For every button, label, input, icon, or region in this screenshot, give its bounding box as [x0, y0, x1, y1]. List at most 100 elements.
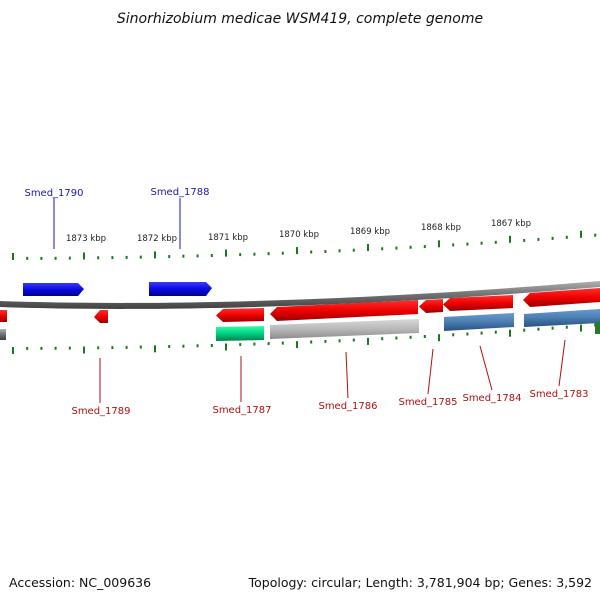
major-tick [509, 235, 511, 243]
minor-tick [523, 328, 526, 332]
minor-tick [381, 247, 384, 251]
kbp-label: 1867 kbp [491, 219, 531, 229]
major-tick [83, 346, 85, 354]
minor-tick [423, 335, 426, 338]
gene-label-smed-1784[interactable]: Smed_1784 [462, 393, 521, 404]
minor-tick [239, 253, 242, 257]
major-tick [580, 230, 582, 238]
minor-tick [26, 346, 29, 350]
topology-summary: Topology: circular; Length: 3,781,904 bp… [248, 575, 592, 590]
gene-feature-partial[interactable] [0, 310, 7, 322]
gene-label-smed-1786[interactable]: Smed_1786 [318, 401, 377, 412]
major-tick [225, 343, 227, 351]
minor-tick [68, 256, 71, 260]
minor-tick [111, 256, 114, 260]
minor-tick [310, 340, 313, 344]
scale-ticks-top [12, 230, 597, 260]
minor-tick [466, 332, 469, 336]
minor-tick [54, 346, 57, 350]
minor-tick [395, 246, 398, 250]
minor-tick [338, 249, 341, 253]
minor-tick [267, 342, 270, 346]
gene-label-smed-1788[interactable]: Smed_1788 [150, 187, 209, 198]
partial-feature [595, 322, 600, 334]
major-tick [296, 247, 298, 255]
minor-tick [338, 339, 341, 343]
minor-tick [537, 237, 540, 241]
accession-text: Accession: NC_009636 [9, 575, 151, 590]
gene-label-smed-1785[interactable]: Smed_1785 [398, 397, 457, 408]
gene-feature-smed-1786[interactable] [270, 300, 419, 339]
minor-tick [381, 337, 384, 341]
kbp-label: 1869 kbp [350, 227, 390, 237]
minor-tick [480, 331, 483, 335]
gene-feature-smed-1784[interactable] [443, 295, 514, 331]
minor-tick [494, 240, 497, 244]
gene-feature-smed-1785[interactable] [419, 299, 443, 313]
minor-tick [494, 330, 497, 334]
minor-tick [40, 346, 43, 350]
gene-feature-smed-1787[interactable] [216, 308, 264, 341]
major-tick [367, 337, 369, 345]
gene-feature-smed-1789[interactable] [94, 310, 108, 323]
gene-label-smed-1787[interactable]: Smed_1787 [212, 405, 271, 416]
minor-tick [537, 327, 540, 331]
minor-tick [97, 346, 100, 350]
gene-feature-smed-1790[interactable] [23, 283, 84, 296]
minor-tick [281, 251, 284, 255]
major-tick [12, 253, 14, 260]
minor-tick [125, 255, 128, 259]
minor-tick [253, 342, 256, 346]
minor-tick [324, 339, 327, 343]
gene-leader-line [558, 339, 566, 387]
gene-label-smed-1789[interactable]: Smed_1789 [71, 406, 130, 417]
minor-tick [196, 254, 199, 258]
kbp-label: 1868 kbp [421, 223, 461, 233]
major-tick [83, 252, 85, 260]
major-tick [509, 329, 511, 337]
gene-label-smed-1783[interactable]: Smed_1783 [529, 389, 588, 400]
minor-tick [423, 245, 426, 249]
minor-tick [139, 255, 142, 259]
minor-tick [452, 333, 455, 337]
minor-tick [26, 256, 29, 260]
minor-tick [182, 254, 185, 258]
minor-tick [480, 241, 483, 245]
major-tick [154, 345, 156, 353]
kbp-label: 1871 kbp [208, 233, 248, 243]
minor-tick [111, 346, 114, 350]
minor-tick [551, 326, 554, 330]
major-tick [580, 324, 582, 332]
minor-tick [267, 252, 270, 256]
minor-tick [168, 345, 171, 348]
minor-tick [210, 254, 213, 257]
kbp-label: 1872 kbp [137, 234, 177, 244]
minor-tick [324, 250, 327, 253]
minor-tick [452, 243, 455, 247]
genome-backbone [0, 281, 600, 309]
gene-feature-smed-1783[interactable] [523, 288, 600, 327]
minor-tick [196, 344, 199, 348]
minor-tick [68, 346, 71, 350]
kbp-label: 1873 kbp [66, 234, 106, 244]
gene-feature-smed-1788[interactable] [149, 282, 212, 296]
minor-tick [253, 252, 256, 256]
gene-leader-line [479, 345, 493, 391]
major-tick [154, 251, 156, 259]
minor-tick [523, 238, 526, 242]
major-tick [367, 244, 369, 251]
major-tick [438, 334, 440, 342]
minor-tick [466, 242, 469, 246]
minor-tick [54, 256, 57, 260]
minor-tick [97, 256, 100, 260]
minor-tick [409, 245, 412, 249]
minor-tick [352, 338, 355, 342]
gene-label-smed-1790[interactable]: Smed_1790 [24, 188, 83, 199]
gene-leader-line [345, 351, 349, 399]
major-tick [296, 341, 298, 349]
minor-tick [182, 344, 185, 348]
major-tick [12, 347, 14, 354]
backbone-stub [0, 329, 6, 340]
map-title: Sinorhizobium medicae WSM419, complete g… [117, 11, 483, 27]
